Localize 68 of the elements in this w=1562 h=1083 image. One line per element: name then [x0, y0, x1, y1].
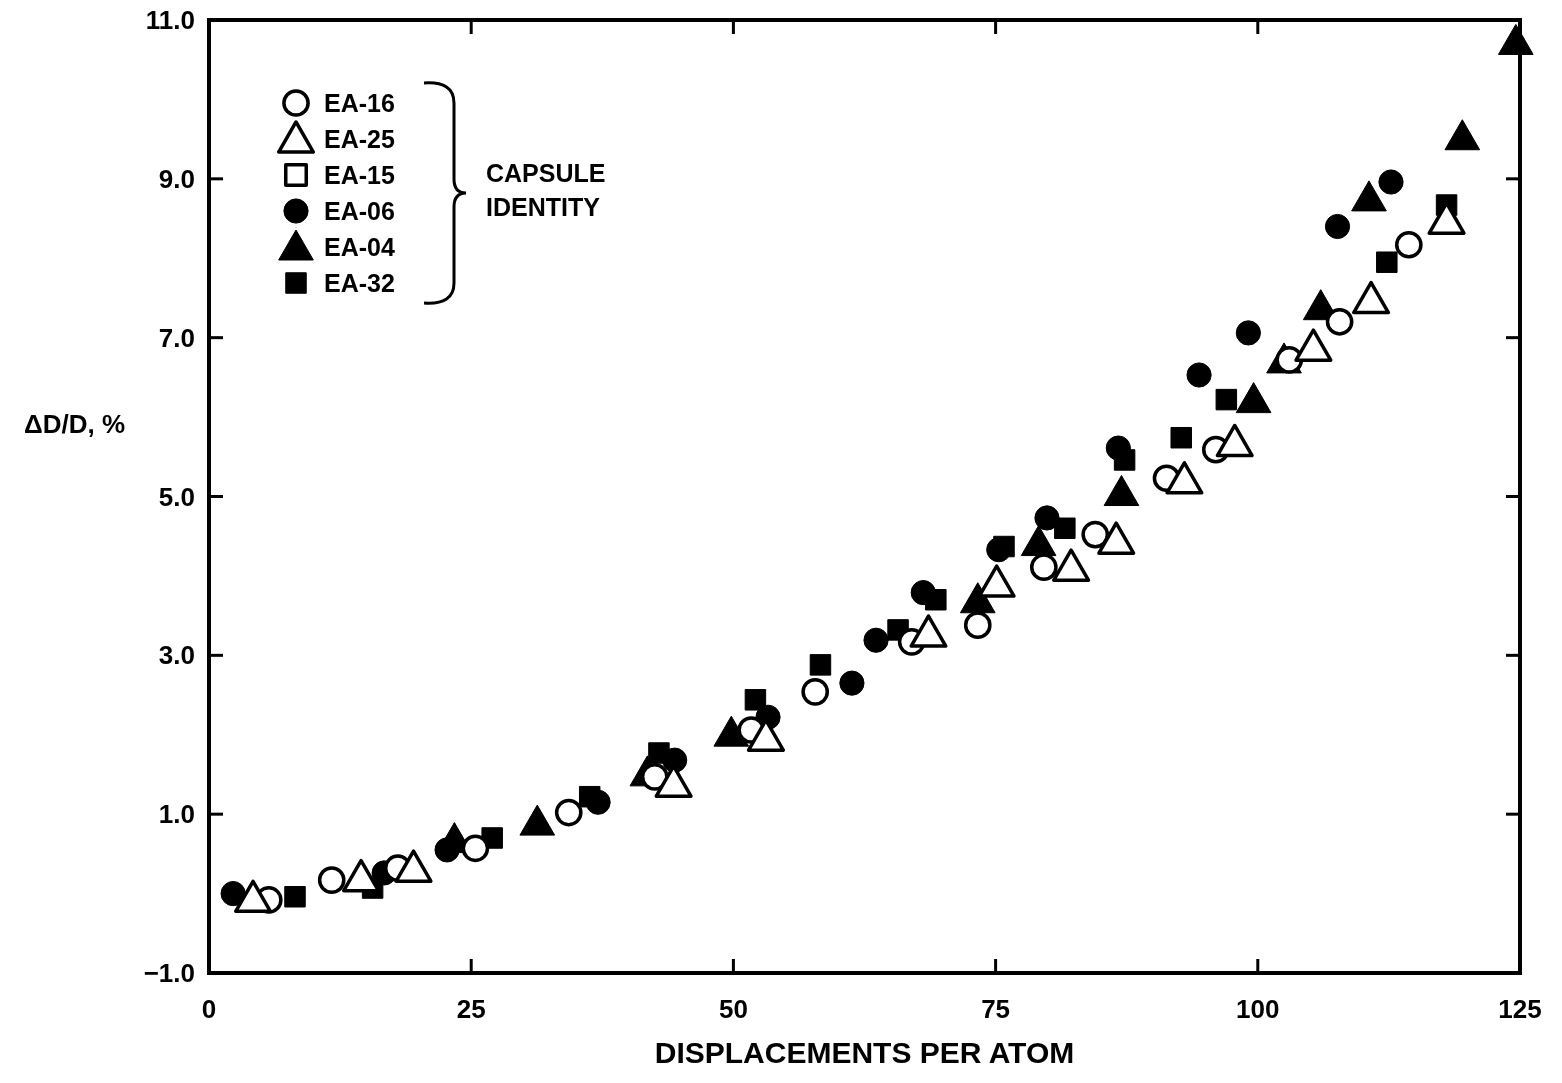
x-tick-label: 25 [456, 994, 486, 1024]
point [1097, 521, 1136, 555]
legend-label: EA-16 [324, 88, 395, 117]
point [1020, 525, 1057, 557]
y-tick-label: 9.0 [158, 163, 195, 194]
point [909, 614, 948, 648]
point [317, 866, 346, 894]
point [1235, 320, 1261, 346]
point [801, 678, 830, 706]
x-axis-title: DISPLACEMENTS PER ATOM [654, 1036, 1075, 1069]
y-tick-label: 11.0 [145, 5, 195, 36]
point [963, 611, 992, 639]
point [1186, 362, 1212, 388]
y-tick-label: 3.0 [158, 640, 195, 671]
point [1054, 517, 1076, 540]
y-tick-label: 7.0 [158, 322, 195, 353]
legend-label: EA-06 [324, 196, 395, 225]
point [1376, 251, 1398, 273]
x-tick-label: 125 [1498, 994, 1542, 1024]
point [809, 654, 832, 676]
point [1034, 505, 1060, 531]
point [394, 849, 433, 883]
point [1165, 461, 1204, 495]
point [1444, 119, 1481, 151]
x-tick-label: 50 [718, 994, 748, 1024]
legend-title: CAPSULE IDENTITY [486, 158, 606, 221]
point [220, 881, 246, 907]
point [863, 627, 889, 653]
legend-label: EA-04 [324, 232, 395, 261]
x-tick-label: 0 [201, 994, 217, 1024]
legend-label: EA-15 [324, 160, 395, 189]
point [1497, 23, 1534, 55]
x-tick-label: 100 [1236, 994, 1280, 1024]
point [284, 886, 306, 908]
y-tick-label: −1.0 [143, 958, 195, 989]
point [1394, 230, 1423, 259]
point [1113, 449, 1136, 471]
point [925, 588, 947, 611]
y-axis-title: ΔD/D, % [24, 408, 126, 439]
point [1324, 213, 1351, 240]
point [744, 689, 767, 711]
point [839, 670, 865, 696]
y-tick-label: 5.0 [158, 481, 195, 512]
point [1351, 180, 1387, 212]
point [461, 834, 490, 863]
point [1170, 426, 1192, 449]
point [1351, 280, 1391, 315]
point [1052, 548, 1091, 582]
point [993, 535, 1015, 558]
point [648, 742, 670, 764]
point [713, 715, 750, 747]
point [1029, 553, 1058, 582]
point [233, 879, 273, 914]
point [1325, 307, 1354, 336]
point [1294, 328, 1333, 362]
point [1081, 520, 1110, 549]
point [1235, 382, 1272, 414]
y-tick-label: 1.0 [158, 799, 195, 830]
point [1215, 388, 1238, 411]
point [1103, 475, 1140, 507]
point [1215, 423, 1254, 458]
legend-label: EA-32 [324, 268, 395, 297]
point [519, 804, 556, 836]
legend-label: EA-25 [324, 124, 395, 153]
point [554, 798, 583, 827]
point [1378, 169, 1404, 195]
x-tick-label: 75 [981, 994, 1011, 1024]
point [578, 785, 601, 808]
